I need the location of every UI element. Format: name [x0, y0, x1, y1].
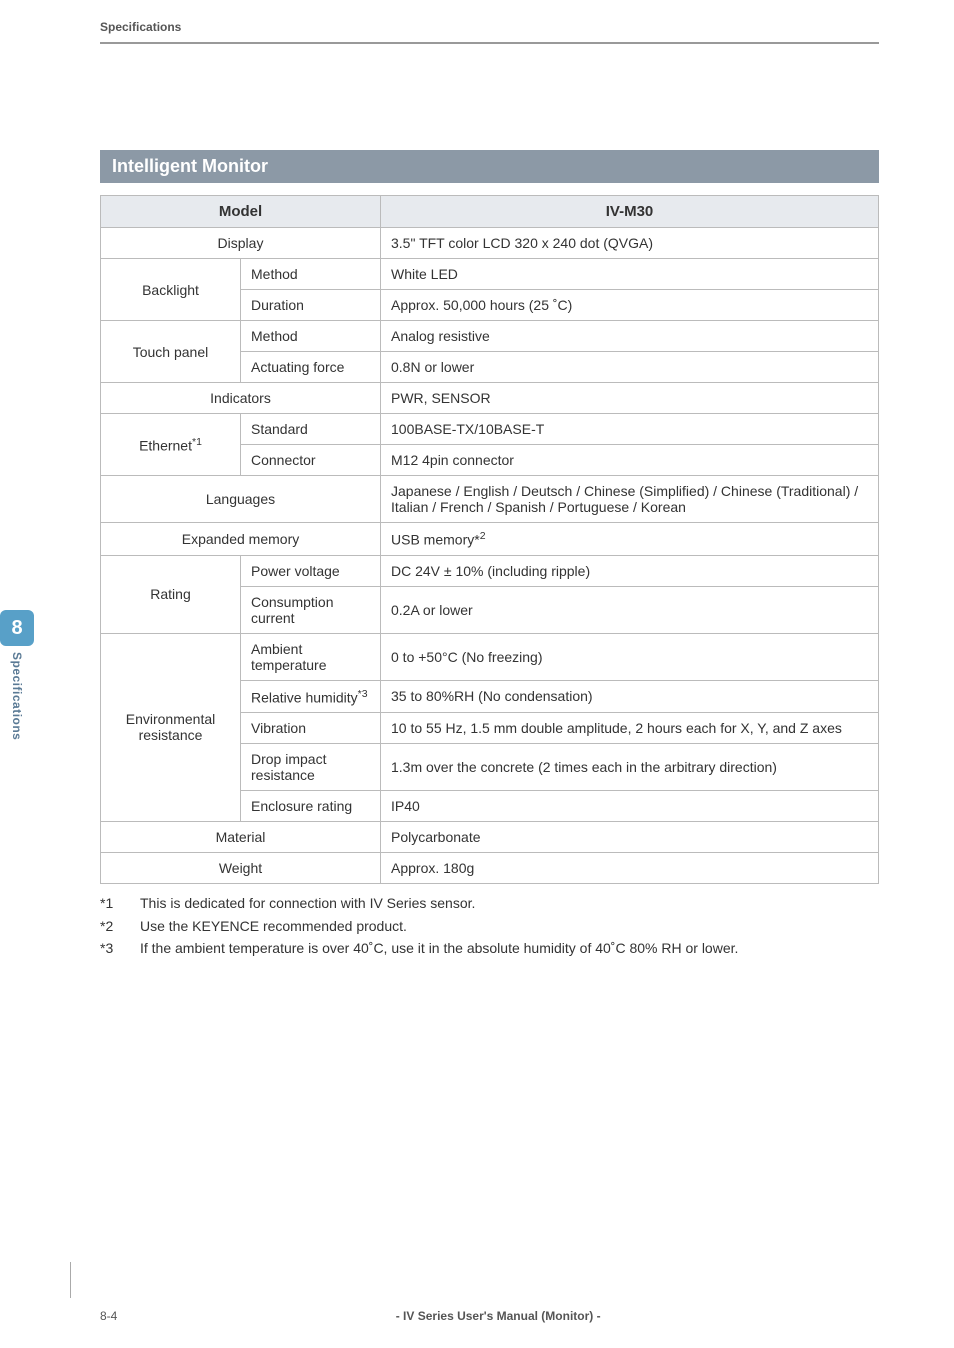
backlight-duration-label: Duration	[241, 290, 381, 321]
ethernet-label-text: Ethernet	[139, 437, 192, 453]
env-label: Environmental resistance	[101, 633, 241, 822]
chapter-side-tab: 8 Specifications	[0, 610, 34, 740]
material-label: Material	[101, 822, 381, 853]
backlight-label: Backlight	[101, 259, 241, 321]
ethernet-standard-value: 100BASE-TX/10BASE-T	[381, 414, 879, 445]
touchpanel-method-value: Analog resistive	[381, 321, 879, 352]
indicators-value: PWR, SENSOR	[381, 383, 879, 414]
footnote-1: *1 This is dedicated for connection with…	[100, 892, 879, 914]
table-row: Weight Approx. 180g	[101, 853, 879, 884]
touchpanel-method-label: Method	[241, 321, 381, 352]
env-hum-label-text: Relative humidity	[251, 689, 358, 705]
table-row: Environmental resistance Ambient tempera…	[101, 633, 879, 680]
table-row: Indicators PWR, SENSOR	[101, 383, 879, 414]
chapter-number-badge: 8	[0, 610, 34, 646]
rating-current-value: 0.2A or lower	[381, 586, 879, 633]
env-vib-value: 10 to 55 Hz, 1.5 mm double amplitude, 2 …	[381, 713, 879, 744]
env-drop-label: Drop impact resistance	[241, 744, 381, 791]
chapter-side-label: Specifications	[10, 652, 24, 740]
languages-label: Languages	[101, 476, 381, 523]
backlight-method-value: White LED	[381, 259, 879, 290]
footnote-mark: *3	[100, 937, 140, 959]
footnote-mark: *2	[100, 915, 140, 937]
table-row: Rating Power voltage DC 24V ± 10% (inclu…	[101, 555, 879, 586]
env-hum-label: Relative humidity*3	[241, 680, 381, 713]
table-row: Backlight Method White LED	[101, 259, 879, 290]
expmem-value: USB memory*2	[381, 523, 879, 556]
table-row: Display 3.5" TFT color LCD 320 x 240 dot…	[101, 228, 879, 259]
material-value: Polycarbonate	[381, 822, 879, 853]
section-title: Intelligent Monitor	[100, 150, 879, 183]
env-enc-value: IP40	[381, 791, 879, 822]
model-value-header: IV-M30	[381, 196, 879, 228]
footnote-mark: *1	[100, 892, 140, 914]
footnote-text: If the ambient temperature is over 40˚C,…	[140, 937, 738, 959]
table-row: Ethernet*1 Standard 100BASE-TX/10BASE-T	[101, 414, 879, 445]
table-row: Expanded memory USB memory*2	[101, 523, 879, 556]
expmem-sup: 2	[480, 530, 486, 542]
book-title: - IV Series User's Manual (Monitor) -	[117, 1309, 879, 1323]
expmem-value-text: USB memory*	[391, 532, 480, 548]
rating-label: Rating	[101, 555, 241, 633]
env-vib-label: Vibration	[241, 713, 381, 744]
ethernet-label: Ethernet*1	[101, 414, 241, 476]
footnote-2: *2 Use the KEYENCE recommended product.	[100, 915, 879, 937]
model-header: Model	[101, 196, 381, 228]
backlight-duration-value: Approx. 50,000 hours (25 ˚C)	[381, 290, 879, 321]
header-title: Specifications	[100, 20, 181, 34]
table-row: Material Polycarbonate	[101, 822, 879, 853]
spec-table: Model IV-M30 Display 3.5" TFT color LCD …	[100, 195, 879, 884]
touchpanel-force-label: Actuating force	[241, 352, 381, 383]
footnote-text: Use the KEYENCE recommended product.	[140, 915, 407, 937]
env-temp-label: Ambient temperature	[241, 633, 381, 680]
display-label: Display	[101, 228, 381, 259]
ethernet-connector-label: Connector	[241, 445, 381, 476]
page-number: 8-4	[100, 1309, 117, 1323]
languages-value: Japanese / English / Deutsch / Chinese (…	[381, 476, 879, 523]
env-hum-sup: *3	[358, 688, 368, 700]
rating-voltage-value: DC 24V ± 10% (including ripple)	[381, 555, 879, 586]
rating-voltage-label: Power voltage	[241, 555, 381, 586]
weight-label: Weight	[101, 853, 381, 884]
ethernet-standard-label: Standard	[241, 414, 381, 445]
env-drop-value: 1.3m over the concrete (2 times each in …	[381, 744, 879, 791]
table-row: Touch panel Method Analog resistive	[101, 321, 879, 352]
header-rule	[100, 42, 879, 44]
env-hum-value: 35 to 80%RH (No condensation)	[381, 680, 879, 713]
footnotes: *1 This is dedicated for connection with…	[100, 892, 879, 959]
table-header-row: Model IV-M30	[101, 196, 879, 228]
expmem-label: Expanded memory	[101, 523, 381, 556]
ethernet-sup: *1	[192, 436, 202, 448]
display-value: 3.5" TFT color LCD 320 x 240 dot (QVGA)	[381, 228, 879, 259]
table-row: Languages Japanese / English / Deutsch /…	[101, 476, 879, 523]
page-footer: 8-4 - IV Series User's Manual (Monitor) …	[100, 1309, 879, 1323]
backlight-method-label: Method	[241, 259, 381, 290]
rating-current-label: Consumption current	[241, 586, 381, 633]
page-header: Specifications	[100, 20, 879, 70]
footnote-text: This is dedicated for connection with IV…	[140, 892, 475, 914]
footnote-3: *3 If the ambient temperature is over 40…	[100, 937, 879, 959]
ethernet-connector-value: M12 4pin connector	[381, 445, 879, 476]
env-enc-label: Enclosure rating	[241, 791, 381, 822]
footer-rule	[70, 1262, 71, 1298]
touchpanel-force-value: 0.8N or lower	[381, 352, 879, 383]
env-temp-value: 0 to +50°C (No freezing)	[381, 633, 879, 680]
touchpanel-label: Touch panel	[101, 321, 241, 383]
indicators-label: Indicators	[101, 383, 381, 414]
weight-value: Approx. 180g	[381, 853, 879, 884]
